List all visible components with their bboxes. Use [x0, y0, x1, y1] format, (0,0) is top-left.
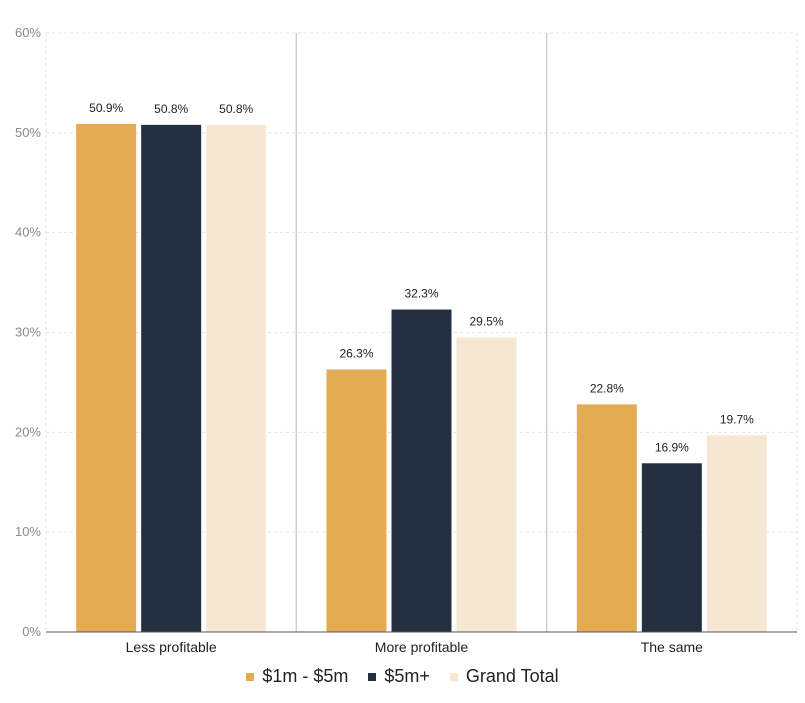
data-label: 19.7%	[720, 412, 754, 426]
x-tick-label: The same	[641, 639, 703, 655]
bar	[76, 123, 137, 633]
data-label: 32.3%	[404, 287, 438, 301]
y-tick-label: 40%	[15, 225, 41, 240]
legend-label: $5m+	[384, 666, 430, 686]
chart-svg: 0% 10% 20% 30% 40% 50% 60% 50.9% 50.8% 50.8% Less …	[15, 25, 798, 655]
bar	[641, 463, 702, 632]
legend-item: $5m+	[368, 666, 430, 687]
data-label: 29.5%	[469, 314, 503, 328]
y-tick-label: 50%	[15, 125, 41, 140]
bar	[456, 337, 517, 632]
data-label: 22.8%	[590, 381, 624, 395]
data-label: 16.9%	[655, 440, 689, 454]
legend-swatch	[368, 672, 377, 681]
bar	[206, 124, 267, 632]
legend-label: $1m - $5m	[262, 666, 349, 686]
x-tick-label: Less profitable	[126, 639, 217, 655]
legend: $1m - $5m $5m+ Grand Total	[0, 666, 805, 687]
bar	[576, 404, 637, 632]
legend-swatch	[246, 672, 255, 681]
y-tick-label: 60%	[15, 25, 41, 40]
legend-item: $1m - $5m	[246, 666, 348, 687]
data-label: 26.3%	[339, 346, 373, 360]
bar	[391, 309, 452, 632]
legend-label: Grand Total	[465, 666, 559, 686]
y-tick-label: 0%	[22, 624, 41, 639]
y-tick-label: 30%	[15, 325, 41, 340]
data-label: 50.8%	[154, 102, 188, 116]
legend-swatch	[449, 672, 458, 681]
bar	[706, 435, 767, 632]
data-label: 50.8%	[219, 102, 253, 116]
bar	[141, 124, 202, 632]
x-tick-label: More profitable	[375, 639, 469, 655]
bar	[326, 369, 387, 632]
y-tick-label: 20%	[15, 424, 41, 439]
data-label: 50.9%	[89, 101, 123, 115]
legend-item: Grand Total	[449, 666, 559, 687]
y-tick-label: 10%	[15, 524, 41, 539]
